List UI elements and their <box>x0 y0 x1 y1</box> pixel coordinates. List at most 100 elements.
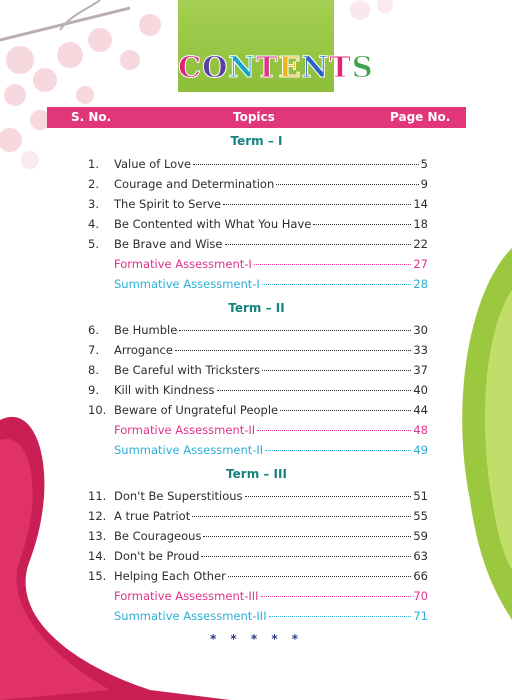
term-heading: Term – I <box>230 134 283 148</box>
title-letter: C <box>177 50 203 85</box>
toc-row: 6. Be Humble 30 <box>88 323 428 341</box>
dot-leader <box>216 390 412 391</box>
toc-row: 13. Be Courageous 59 <box>88 529 428 547</box>
term-heading: Term – III <box>226 467 287 481</box>
toc-topic: Formative Assessment-I <box>114 257 252 271</box>
toc-page-number: 27 <box>413 257 428 271</box>
toc-topic: Summative Assessment-III <box>114 609 267 623</box>
toc-topic: Formative Assessment-II <box>114 423 256 437</box>
header-topics: Topics <box>233 110 275 124</box>
dot-leader <box>224 244 412 245</box>
toc-page-number: 9 <box>420 177 428 191</box>
toc-serial-no: 12. <box>88 509 107 523</box>
title-letter: O <box>202 50 229 85</box>
toc-row: 5. Be Brave and Wise 22 <box>88 237 428 255</box>
toc-page-number: 71 <box>413 609 428 623</box>
dot-leader <box>276 184 419 185</box>
toc-topic: A true Patriot <box>114 509 191 523</box>
dot-leader <box>201 556 412 557</box>
toc-serial-no: 11. <box>88 489 107 503</box>
toc-row: Formative Assessment-III 70 <box>88 589 428 607</box>
title-letter: T <box>255 50 279 85</box>
toc-serial-no: 7. <box>88 343 99 357</box>
toc-page-number: 59 <box>413 529 428 543</box>
toc-row: Summative Assessment-I 28 <box>88 277 428 295</box>
toc-row: 14. Don't be Proud 63 <box>88 549 428 567</box>
toc-serial-no: 14. <box>88 549 107 563</box>
title-letter: E <box>278 50 302 85</box>
toc-serial-no: 3. <box>88 197 99 211</box>
toc-topic: Don't be Proud <box>114 549 200 563</box>
header-page-no: Page No. <box>390 110 451 124</box>
toc-row: 2. Courage and Determination 9 <box>88 177 428 195</box>
toc-serial-no: 2. <box>88 177 99 191</box>
dot-leader <box>265 450 412 451</box>
toc-serial-no: 9. <box>88 383 99 397</box>
dot-leader <box>268 616 412 617</box>
toc-topic: Be Courageous <box>114 529 202 543</box>
title-letter: T <box>329 50 352 85</box>
dot-leader <box>253 264 412 265</box>
toc-row: 4. Be Contented with What You Have 18 <box>88 217 428 235</box>
toc-topic: Be Humble <box>114 323 178 337</box>
toc-page-number: 37 <box>413 363 428 377</box>
toc-row: Summative Assessment-II 49 <box>88 443 428 461</box>
toc-row: Summative Assessment-III 71 <box>88 609 428 627</box>
header-serial-no: S. No. <box>71 110 112 124</box>
toc-serial-no: 10. <box>88 403 107 417</box>
toc-topic: Be Brave and Wise <box>114 237 223 251</box>
dot-leader <box>193 164 419 165</box>
toc-row: 15. Helping Each Other 66 <box>88 569 428 587</box>
toc-page-number: 49 <box>413 443 428 457</box>
title-box: CONTENTS <box>177 0 373 92</box>
toc-page-number: 66 <box>413 569 428 583</box>
toc-topic: Summative Assessment-I <box>114 277 260 291</box>
toc-topic: Don't Be Superstitious <box>114 489 243 503</box>
toc-row: 9. Kill with Kindness 40 <box>88 383 428 401</box>
toc-page-number: 70 <box>413 589 428 603</box>
toc-row: 12. A true Patriot 55 <box>88 509 428 527</box>
title-letter: N <box>228 50 256 85</box>
dot-leader <box>257 430 412 431</box>
toc-serial-no: 6. <box>88 323 99 337</box>
dot-leader <box>227 576 412 577</box>
toc-page-number: 14 <box>413 197 428 211</box>
dot-leader <box>280 410 412 411</box>
toc-page-number: 63 <box>413 549 428 563</box>
toc-serial-no: 13. <box>88 529 107 543</box>
contents-title: CONTENTS <box>177 50 373 85</box>
toc-topic: Summative Assessment-II <box>114 443 264 457</box>
blossom-branch-decoration <box>0 0 393 169</box>
title-letter: N <box>301 50 330 85</box>
toc-row: 8. Be Careful with Tricksters 37 <box>88 363 428 381</box>
toc-page-number: 18 <box>413 217 428 231</box>
toc-page-number: 22 <box>413 237 428 251</box>
toc-topic: Value of Love <box>114 157 192 171</box>
dot-leader <box>174 350 412 351</box>
toc-row: 10. Beware of Ungrateful People 44 <box>88 403 428 421</box>
toc-page-number: 5 <box>420 157 428 171</box>
toc-page-number: 40 <box>413 383 428 397</box>
toc-topic: Arrogance <box>114 343 173 357</box>
toc-topic: Formative Assessment-III <box>114 589 259 603</box>
toc-page-number: 44 <box>413 403 428 417</box>
toc-page-number: 51 <box>413 489 428 503</box>
toc-row: 3. The Spirit to Serve 14 <box>88 197 428 215</box>
toc-page-number: 28 <box>413 277 428 291</box>
toc-topic: Beware of Ungrateful People <box>114 403 279 417</box>
toc-serial-no: 5. <box>88 237 99 251</box>
dot-leader <box>261 284 412 285</box>
dot-leader <box>223 204 412 205</box>
toc-page-number: 33 <box>413 343 428 357</box>
dot-leader <box>260 596 412 597</box>
dot-leader <box>244 496 412 497</box>
dot-leader <box>262 370 412 371</box>
toc-page-number: 30 <box>413 323 428 337</box>
toc-page-number: 55 <box>413 509 428 523</box>
toc-topic: Kill with Kindness <box>114 383 215 397</box>
toc-row: Formative Assessment-I 27 <box>88 257 428 275</box>
toc-row: 7. Arrogance 33 <box>88 343 428 361</box>
toc-page-number: 48 <box>413 423 428 437</box>
toc-serial-no: 4. <box>88 217 99 231</box>
